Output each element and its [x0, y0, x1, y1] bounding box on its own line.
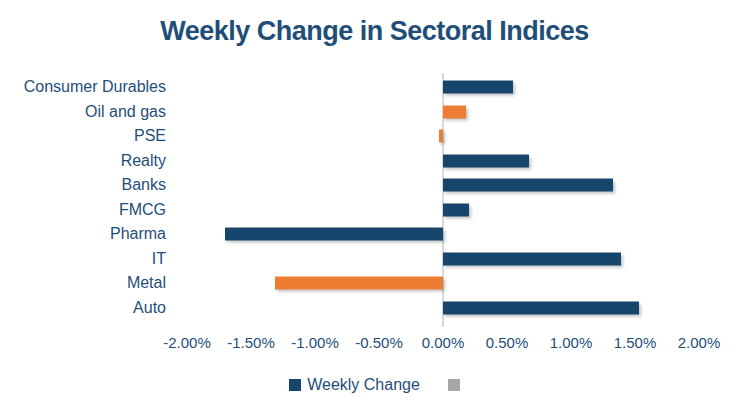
chart-container: Weekly Change in Sectoral Indices Consum… [0, 0, 749, 419]
bar-pse [439, 130, 443, 143]
category-label-pse: PSE [0, 124, 166, 149]
bar-row-pharma [187, 222, 699, 247]
category-label-metal: Metal [0, 271, 166, 296]
bar-row-it [187, 247, 699, 272]
x-tick-label: -1.00% [291, 334, 339, 351]
x-tick-label: 1.50% [614, 334, 657, 351]
bar-row-consumer-durables [187, 75, 699, 100]
x-tick-label: 1.00% [550, 334, 593, 351]
bar-row-banks [187, 173, 699, 198]
legend-swatch-icon [289, 379, 301, 391]
x-tick-label: -0.50% [355, 334, 403, 351]
plot-area: Consumer DurablesOil and gasPSERealtyBan… [0, 75, 749, 320]
bar-row-auto [187, 296, 699, 321]
legend-label: Weekly Change [307, 376, 420, 394]
x-tick-label: 0.50% [486, 334, 529, 351]
bar-oil-and-gas [443, 105, 466, 118]
bar-realty [443, 154, 529, 167]
bar-consumer-durables [443, 81, 513, 94]
bar-row-pse [187, 124, 699, 149]
legend-item-unnamed [448, 379, 460, 391]
x-tick-label: 0.00% [422, 334, 465, 351]
x-axis: -2.00%-1.50%-1.00%-0.50%0.00%0.50%1.00%1… [187, 334, 699, 354]
x-tick-label: 2.00% [678, 334, 721, 351]
category-label-banks: Banks [0, 173, 166, 198]
category-axis: Consumer DurablesOil and gasPSERealtyBan… [0, 75, 166, 320]
bar-row-oil-and-gas [187, 100, 699, 125]
bars-plot [187, 75, 699, 320]
chart-title: Weekly Change in Sectoral Indices [0, 16, 749, 47]
category-label-pharma: Pharma [0, 222, 166, 247]
category-label-fmcg: FMCG [0, 198, 166, 223]
legend-item-weekly-change: Weekly Change [289, 376, 420, 394]
x-tick-label: -2.00% [163, 334, 211, 351]
legend-swatch-icon [448, 379, 460, 391]
bar-pharma [225, 228, 443, 241]
bar-it [443, 252, 621, 265]
category-label-realty: Realty [0, 149, 166, 174]
bar-row-realty [187, 149, 699, 174]
category-label-it: IT [0, 247, 166, 272]
bar-row-metal [187, 271, 699, 296]
bar-auto [443, 301, 639, 314]
bar-row-fmcg [187, 198, 699, 223]
category-label-consumer-durables: Consumer Durables [0, 75, 166, 100]
category-label-oil-and-gas: Oil and gas [0, 100, 166, 125]
category-label-auto: Auto [0, 296, 166, 321]
x-tick-label: -1.50% [227, 334, 275, 351]
legend: Weekly Change [0, 376, 749, 394]
bar-fmcg [443, 203, 469, 216]
bar-metal [275, 277, 443, 290]
bar-banks [443, 179, 613, 192]
